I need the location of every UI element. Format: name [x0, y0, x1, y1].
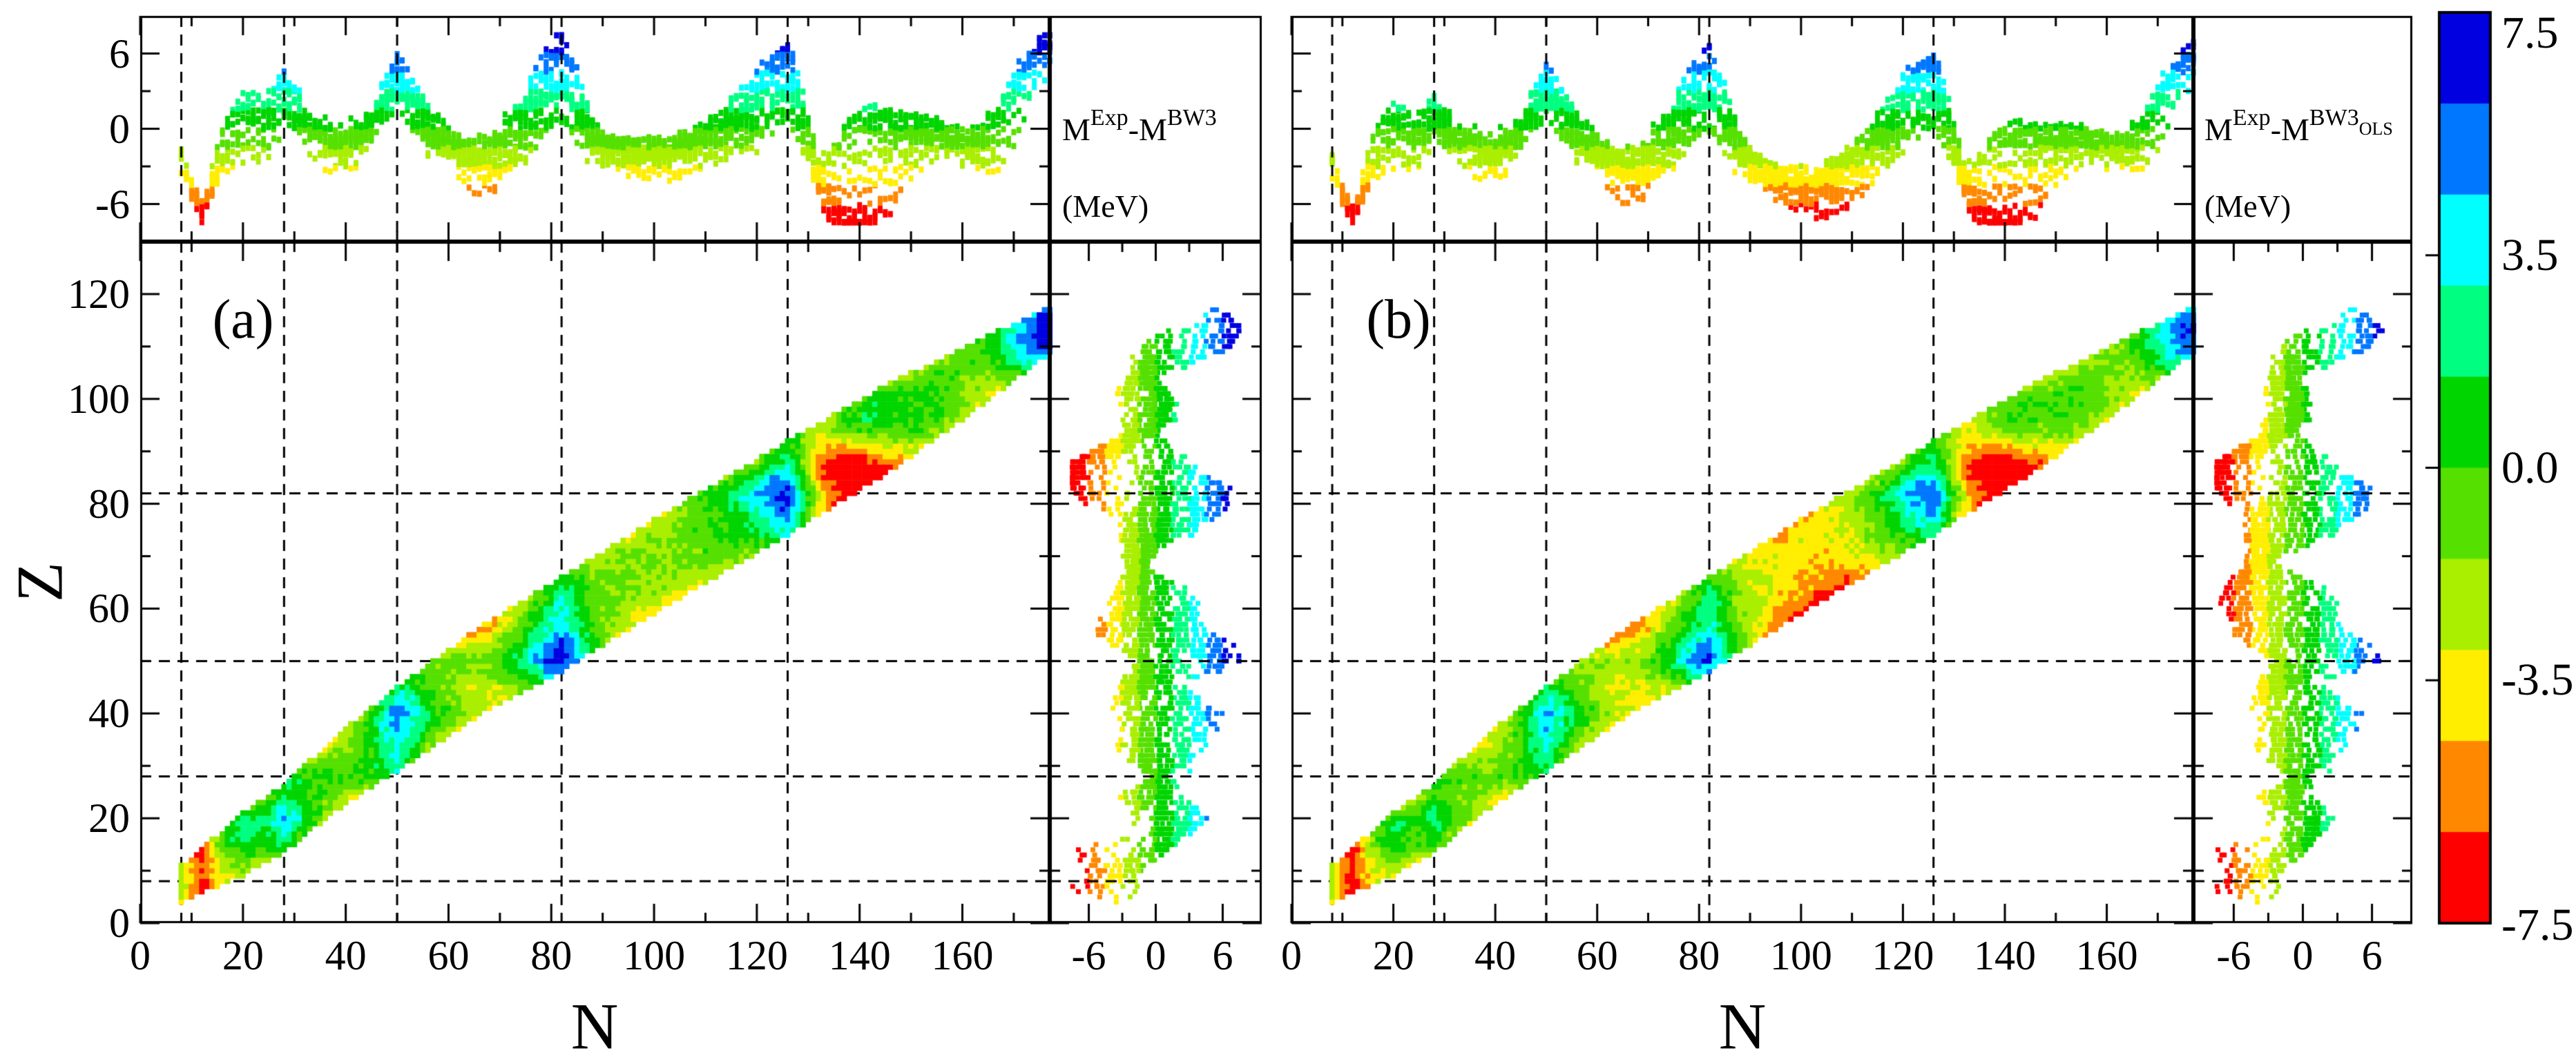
- y-axis-label: Z: [3, 561, 77, 603]
- y-tick-label: 100: [68, 376, 130, 422]
- marginal-tick-label-panel-b: 0: [2292, 933, 2314, 978]
- marginal-tick-label-panel-a: 6: [1212, 933, 1233, 978]
- colorbar-tick-label: -7.5: [2501, 900, 2574, 950]
- top-marginal-tick-label: -6: [95, 181, 130, 227]
- x-tick-label-panel-b: 0: [1281, 933, 1302, 978]
- formula-a-mid: -M: [1128, 112, 1167, 147]
- x-tick-label-panel-a: 40: [325, 933, 367, 978]
- formula-a-sup-model: BW3: [1167, 105, 1217, 130]
- y-tick-label: 40: [88, 690, 130, 737]
- x-tick-label-panel-b: 120: [1872, 933, 1934, 978]
- marginal-tick-label-panel-b: 6: [2361, 933, 2383, 978]
- y-tick-label: 20: [88, 795, 130, 842]
- panel-a-unit-label: (MeV): [1062, 188, 1149, 224]
- top-marginal-tick-label: 6: [109, 30, 130, 77]
- panel-a-deviation-formula: MExp-MBW3: [1062, 105, 1217, 148]
- colorbar-tick-label: 0.0: [2501, 442, 2559, 493]
- marginal-tick-label-panel-a: 0: [1145, 933, 1166, 978]
- colorbar-tick-label: 7.5: [2501, 8, 2559, 58]
- formula-b-mid: -M: [2270, 112, 2309, 147]
- panel-b-unit-label: (MeV): [2204, 188, 2291, 224]
- x-tick-label-panel-a: 120: [725, 933, 788, 978]
- x-tick-label-panel-a: 160: [931, 933, 994, 978]
- y-tick-label: 120: [68, 271, 130, 317]
- x-tick-label-panel-b: 60: [1576, 933, 1618, 978]
- x-tick-label-panel-a: 0: [130, 933, 151, 978]
- formula-b-sup-exp: Exp: [2232, 105, 2271, 130]
- x-tick-label-panel-b: 80: [1678, 933, 1720, 978]
- x-tick-label-panel-b: 100: [1769, 933, 1832, 978]
- formula-a-sup-exp: Exp: [1090, 105, 1128, 130]
- formula-b-sup-model-sub: OLS: [2358, 119, 2393, 139]
- formula-b-sup-model-text: BW3: [2309, 105, 2359, 130]
- x-tick-label-panel-a: 140: [828, 933, 891, 978]
- colorbar-tick-label: -3.5: [2501, 655, 2574, 706]
- x-tick-label-panel-b: 140: [1973, 933, 2036, 978]
- panel-b-deviation-formula: MExp-MBW3OLS: [2204, 105, 2393, 148]
- panel-a-tag: (a): [212, 289, 274, 350]
- x-axis-label-panel-a: N: [570, 989, 619, 1055]
- formula-b-base: M: [2204, 112, 2233, 147]
- x-tick-label-panel-b: 160: [2075, 933, 2138, 978]
- y-tick-label: 80: [88, 481, 130, 527]
- colorbar-tick-label: 3.5: [2501, 229, 2559, 280]
- x-axis-label-panel-b: N: [1718, 989, 1767, 1055]
- formula-a-base: M: [1062, 112, 1090, 147]
- top-marginal-tick-label: 0: [109, 106, 130, 152]
- y-tick-label: 0: [109, 900, 130, 946]
- formula-b-sup-model: BW3OLS: [2309, 105, 2393, 139]
- x-tick-label-panel-a: 80: [530, 933, 573, 978]
- x-tick-label-panel-b: 20: [1372, 933, 1414, 978]
- x-tick-label-panel-a: 20: [222, 933, 264, 978]
- formula-a-sup-model-text: BW3: [1166, 105, 1217, 130]
- panel-b-tag: (b): [1366, 289, 1431, 350]
- x-tick-label-panel-a: 100: [623, 933, 686, 978]
- y-tick-label: 60: [88, 585, 130, 632]
- x-tick-label-panel-b: 40: [1474, 933, 1517, 978]
- marginal-tick-label-panel-b: -6: [2216, 933, 2251, 978]
- marginal-tick-label-panel-a: -6: [1071, 933, 1106, 978]
- x-tick-label-panel-a: 60: [427, 933, 470, 978]
